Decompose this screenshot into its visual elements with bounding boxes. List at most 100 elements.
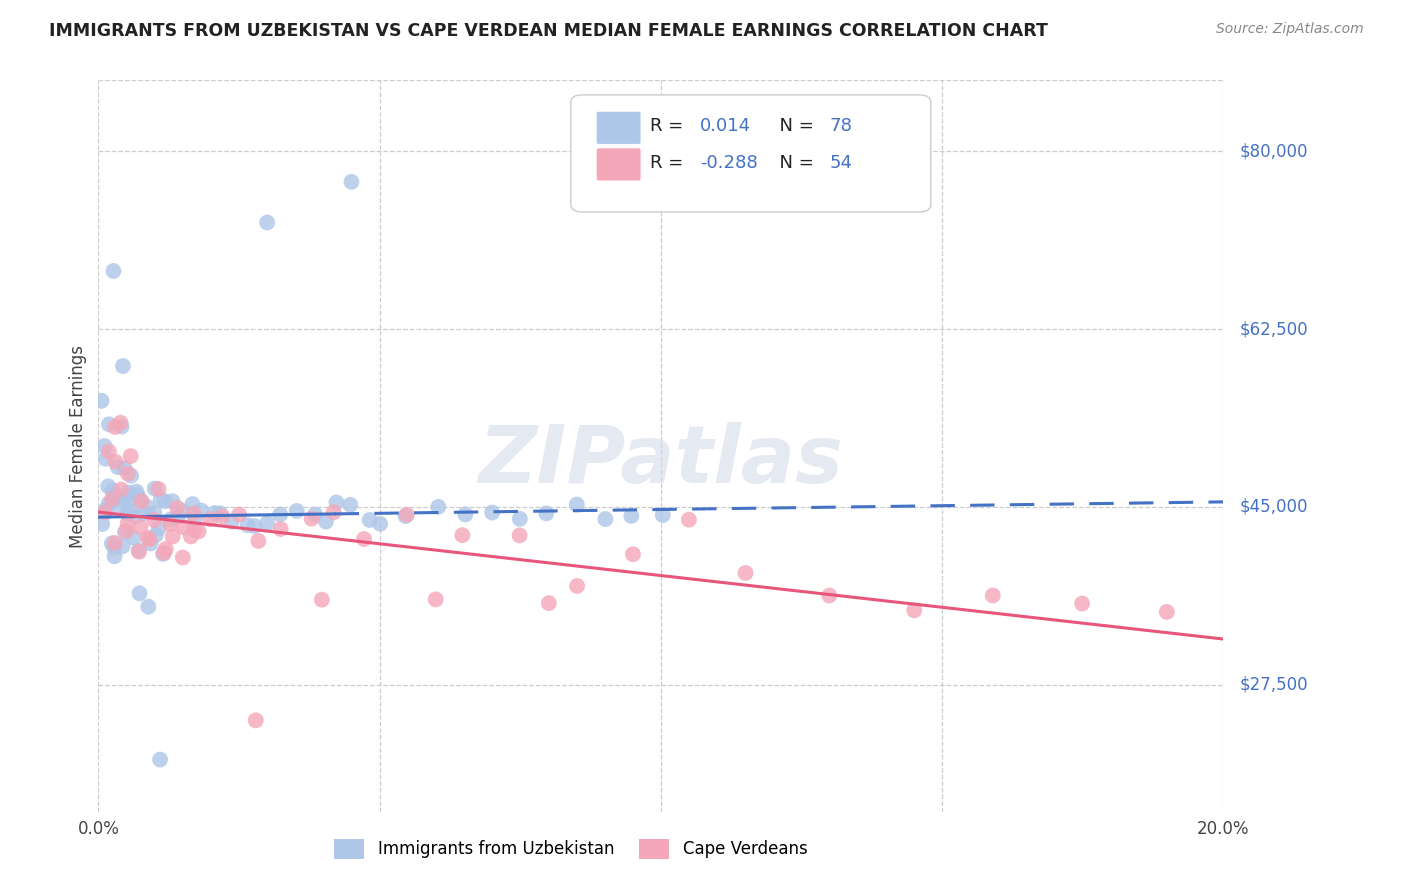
Point xyxy=(301,511,323,525)
Point xyxy=(129,520,152,534)
Y-axis label: Median Female Earnings: Median Female Earnings xyxy=(69,344,87,548)
Point xyxy=(162,529,184,543)
Text: Source: ZipAtlas.com: Source: ZipAtlas.com xyxy=(1216,22,1364,37)
Point xyxy=(536,507,558,521)
Point xyxy=(128,543,150,558)
Point xyxy=(118,504,141,518)
Point xyxy=(124,509,146,524)
Point xyxy=(120,468,142,483)
Text: 78: 78 xyxy=(830,118,852,136)
Point xyxy=(107,460,129,475)
Point xyxy=(148,482,170,496)
Point xyxy=(148,521,170,535)
Point xyxy=(101,483,124,498)
Point xyxy=(108,500,131,515)
Point xyxy=(509,528,531,542)
Point xyxy=(172,504,194,518)
Point xyxy=(180,529,202,543)
Point xyxy=(103,493,125,508)
Point xyxy=(162,494,184,508)
Legend: Immigrants from Uzbekistan, Cape Verdeans: Immigrants from Uzbekistan, Cape Verdean… xyxy=(328,832,814,865)
Point xyxy=(211,509,233,524)
Point xyxy=(114,525,136,540)
Point xyxy=(153,546,176,560)
Point xyxy=(117,467,139,481)
Text: R =: R = xyxy=(650,154,689,172)
Point xyxy=(818,589,841,603)
Point xyxy=(117,507,139,521)
Point xyxy=(101,491,124,506)
Point xyxy=(187,524,209,539)
Point xyxy=(97,479,120,493)
Point xyxy=(145,528,167,542)
Point xyxy=(236,518,259,533)
Point xyxy=(97,417,120,432)
Point xyxy=(565,498,588,512)
Text: $80,000: $80,000 xyxy=(1240,143,1309,161)
Point xyxy=(256,215,278,229)
Point xyxy=(359,513,381,527)
Point xyxy=(115,524,138,538)
Point xyxy=(620,508,643,523)
Point xyxy=(111,359,134,373)
Point xyxy=(183,523,205,537)
Point xyxy=(395,508,418,522)
Point xyxy=(111,539,134,553)
Point xyxy=(228,508,250,522)
Point xyxy=(143,513,166,527)
Point xyxy=(122,531,145,545)
Point xyxy=(481,506,503,520)
Point xyxy=(537,596,560,610)
Point xyxy=(285,504,308,518)
Point xyxy=(138,599,160,614)
Point xyxy=(149,753,172,767)
Text: $45,000: $45,000 xyxy=(1240,498,1309,516)
Point xyxy=(311,592,333,607)
Point xyxy=(245,714,267,728)
Point xyxy=(136,531,159,545)
Point xyxy=(208,506,231,520)
Point xyxy=(565,579,588,593)
Point xyxy=(97,444,120,458)
Point xyxy=(166,500,188,515)
Text: ZIPatlas: ZIPatlas xyxy=(478,422,844,500)
Point xyxy=(103,264,125,278)
Point xyxy=(425,592,447,607)
Point xyxy=(129,493,152,508)
Point xyxy=(104,488,127,502)
Point xyxy=(339,498,361,512)
Point xyxy=(114,461,136,475)
Point xyxy=(181,497,204,511)
Point xyxy=(127,488,149,502)
Point xyxy=(172,550,194,565)
Text: R =: R = xyxy=(650,118,695,136)
Point xyxy=(190,503,212,517)
Point xyxy=(183,507,205,521)
Text: $62,500: $62,500 xyxy=(1240,320,1309,338)
Point xyxy=(1071,597,1094,611)
Point xyxy=(155,541,177,556)
Point xyxy=(128,586,150,600)
Text: -0.288: -0.288 xyxy=(700,154,758,172)
Point xyxy=(118,492,141,507)
Point xyxy=(104,454,127,468)
Point xyxy=(621,547,644,561)
Point xyxy=(91,516,114,531)
Point xyxy=(94,451,117,466)
Point xyxy=(183,512,205,526)
Point xyxy=(315,515,337,529)
Point xyxy=(1156,605,1178,619)
Point xyxy=(340,175,363,189)
Point xyxy=(243,519,266,533)
Point xyxy=(204,506,226,520)
Point xyxy=(104,536,127,550)
Point xyxy=(104,420,127,434)
Point xyxy=(651,508,673,522)
Point xyxy=(143,482,166,496)
Point xyxy=(128,545,150,559)
Point xyxy=(117,485,139,500)
Point xyxy=(160,512,183,526)
Text: 54: 54 xyxy=(830,154,852,172)
Point xyxy=(172,520,194,534)
FancyBboxPatch shape xyxy=(596,148,641,180)
